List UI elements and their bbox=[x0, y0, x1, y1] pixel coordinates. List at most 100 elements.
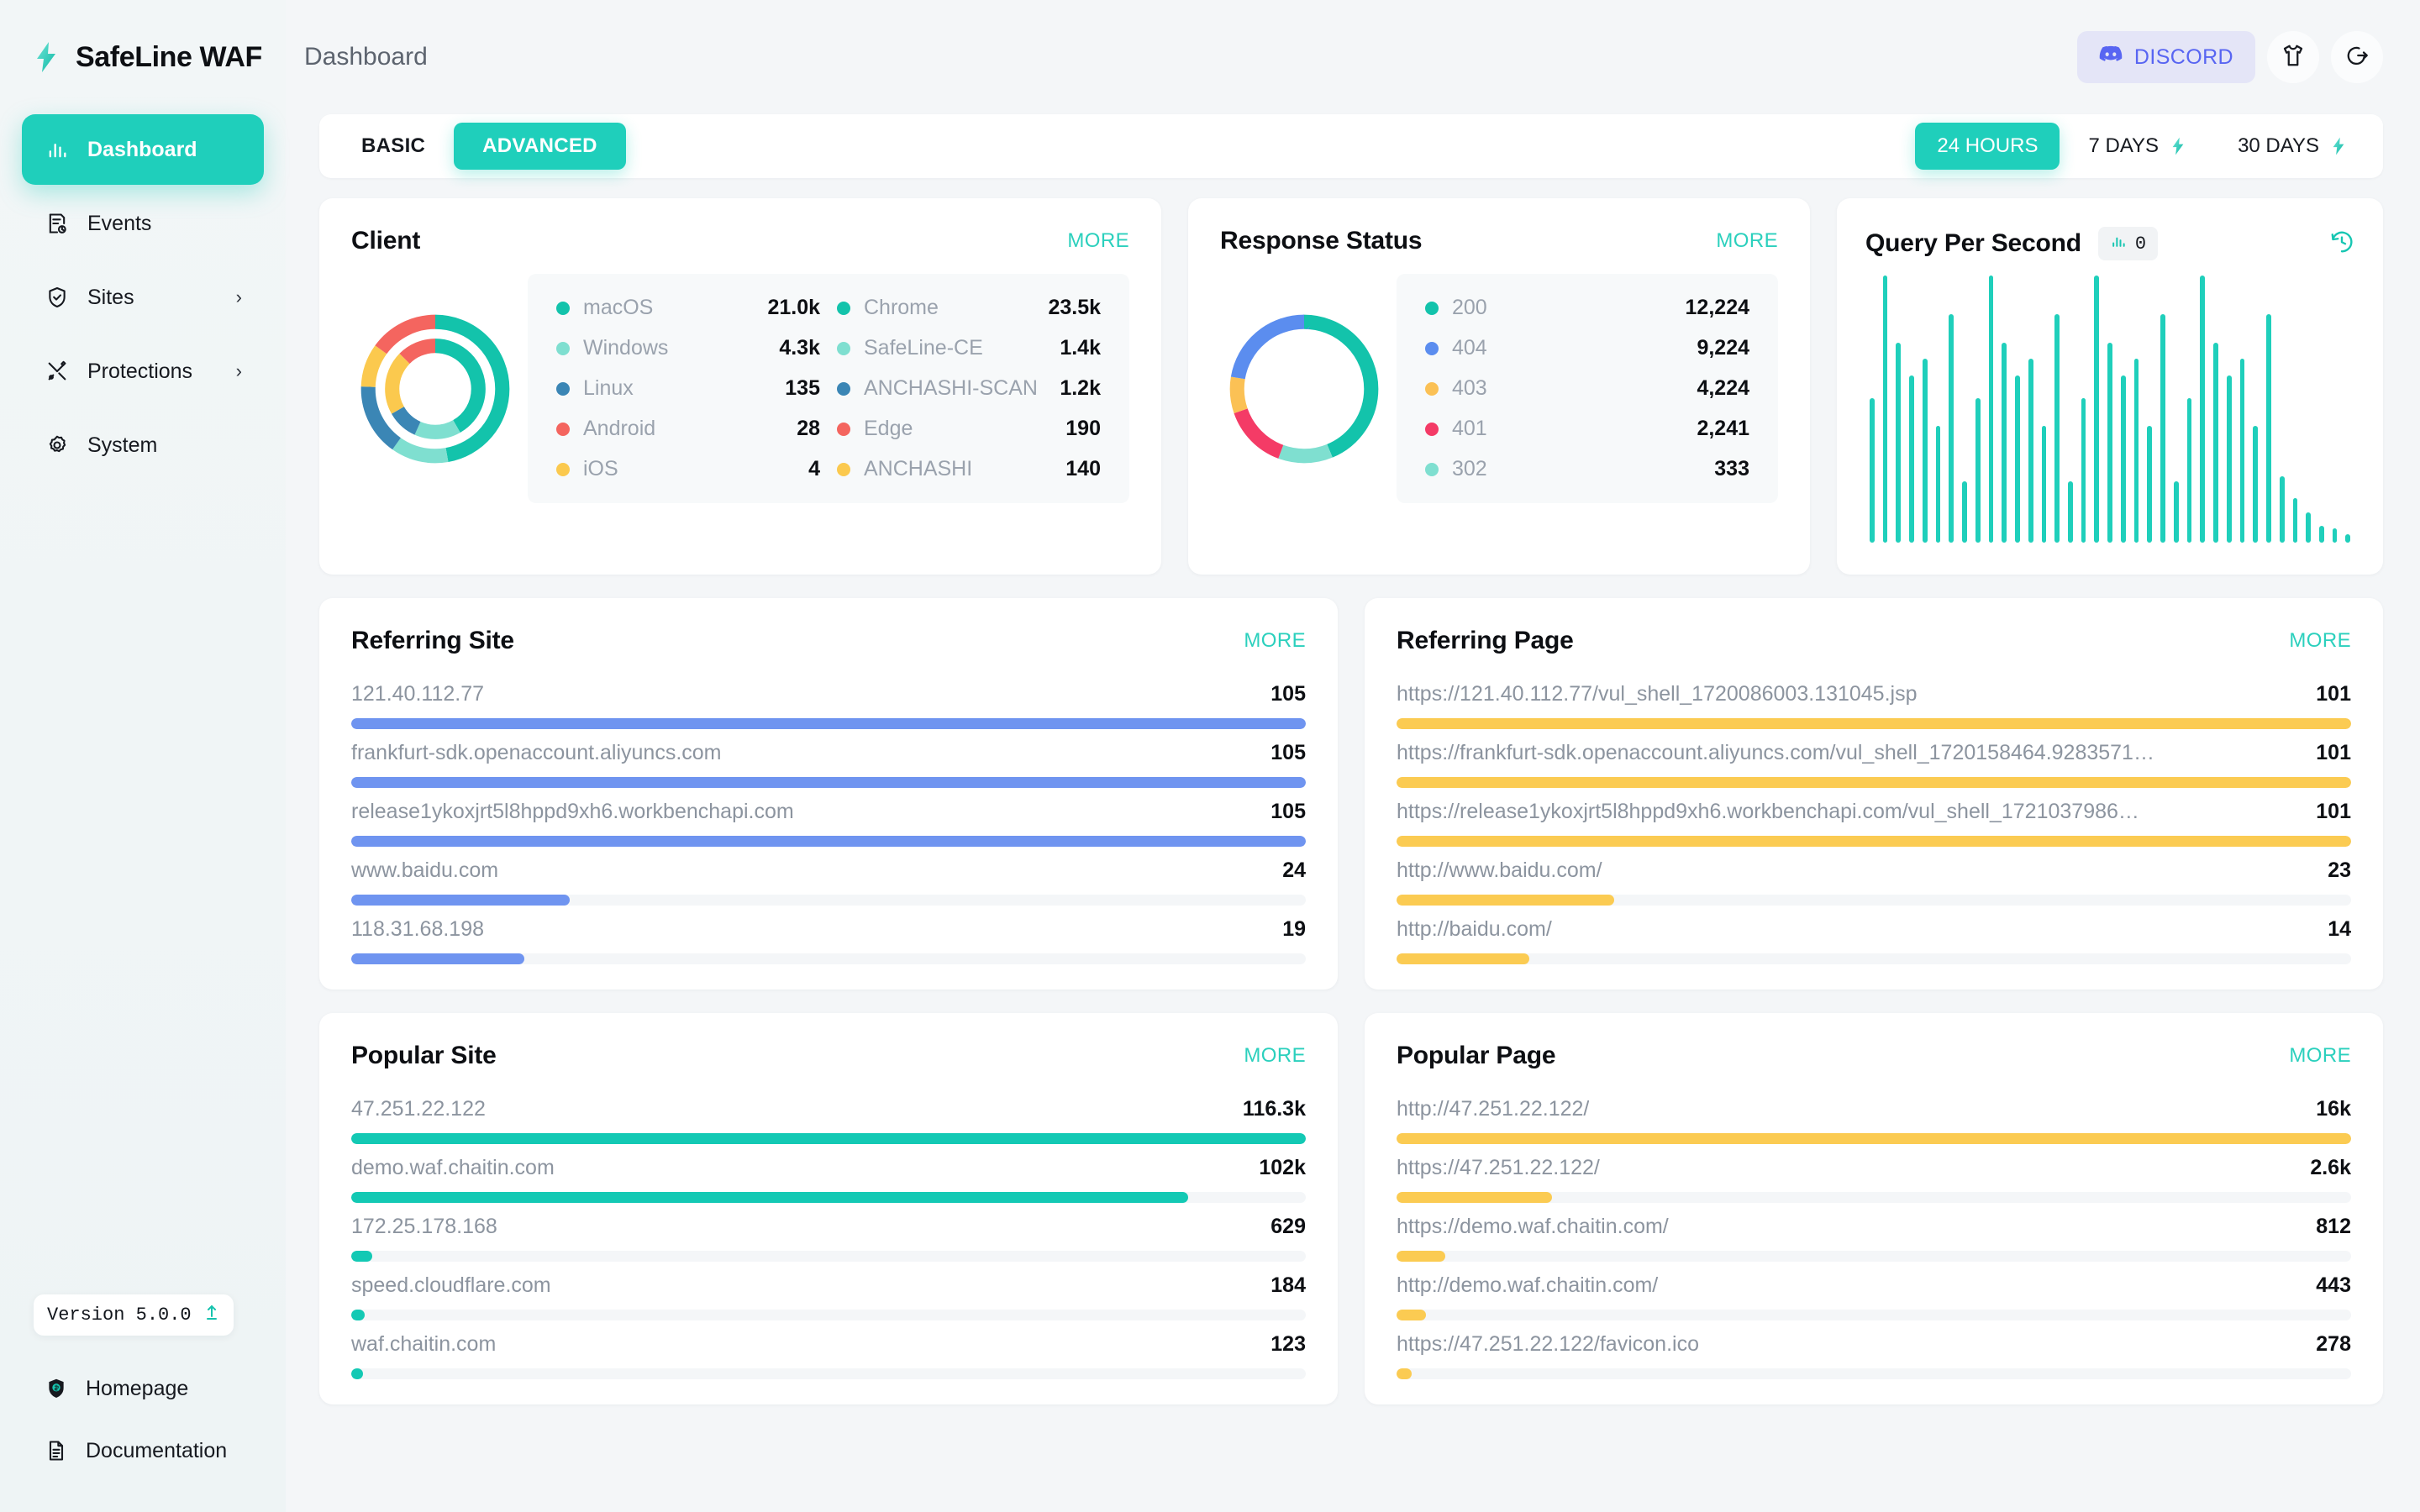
progress-track bbox=[1397, 1310, 2351, 1320]
more-link[interactable]: MORE bbox=[1244, 1044, 1306, 1067]
list-item[interactable]: 121.40.112.77 105 bbox=[351, 670, 1306, 729]
response-donut-chart bbox=[1220, 309, 1388, 469]
list-item[interactable]: https://47.251.22.122/2.6k bbox=[1397, 1144, 2351, 1203]
qps-bar bbox=[2094, 276, 2100, 543]
tshirt-icon bbox=[2281, 43, 2306, 72]
list-item[interactable]: http://baidu.com/14 bbox=[1397, 906, 2351, 964]
qps-bar bbox=[2107, 342, 2112, 543]
list-item[interactable]: 47.251.22.122 116.3k bbox=[351, 1085, 1306, 1144]
item-value: 101 bbox=[2316, 741, 2351, 764]
sidebar-item-label: Dashboard bbox=[87, 137, 197, 161]
tab-basic[interactable]: BASIC bbox=[361, 134, 426, 157]
item-label: http://demo.waf.chaitin.com/ bbox=[1397, 1273, 1659, 1297]
item-label: speed.cloudflare.com bbox=[351, 1273, 551, 1297]
referring-site-card: Referring Site MORE 121.40.112.77 105 fra… bbox=[319, 598, 1338, 990]
sidebar-item-protections[interactable]: Protections › bbox=[22, 336, 264, 407]
legend-item[interactable]: 302 333 bbox=[1425, 457, 1749, 481]
list-item[interactable]: http://47.251.22.122/16k bbox=[1397, 1085, 2351, 1144]
legend-item[interactable]: 403 4,224 bbox=[1425, 376, 1749, 401]
upgrade-arrow-icon[interactable] bbox=[203, 1303, 220, 1327]
legend-item[interactable]: 401 2,241 bbox=[1425, 417, 1749, 441]
list-item[interactable]: http://demo.waf.chaitin.com/443 bbox=[1397, 1262, 2351, 1320]
list-item[interactable]: https://frankfurt-sdk.openaccount.aliyun… bbox=[1397, 729, 2351, 788]
item-label: release1ykoxjrt5l8hppd9xh6.workbenchapi.… bbox=[351, 800, 794, 823]
range-24-hours[interactable]: 24 HOURS bbox=[1915, 123, 2060, 170]
list-item[interactable]: https://121.40.112.77/vul_shell_17200860… bbox=[1397, 670, 2351, 729]
legend-item[interactable]: Windows 4.3k bbox=[556, 336, 820, 360]
legend-item[interactable]: iOS 4 bbox=[556, 457, 820, 481]
legend-item[interactable]: SafeLine-CE 1.4k bbox=[837, 336, 1101, 360]
list-item[interactable]: https://release1ykoxjrt5l8hppd9xh6.workb… bbox=[1397, 788, 2351, 847]
item-value: 102k bbox=[1259, 1156, 1306, 1179]
footer-link-documentation[interactable]: Documentation bbox=[22, 1423, 264, 1478]
row-referring: Referring Site MORE 121.40.112.77 105 fra… bbox=[319, 598, 2383, 990]
progress-track bbox=[351, 895, 1306, 906]
item-value: 101 bbox=[2316, 682, 2351, 706]
legend-dot bbox=[1425, 381, 1439, 396]
sidebar-item-label: System bbox=[87, 433, 158, 457]
progress-fill bbox=[1397, 1368, 1413, 1379]
tab-advanced[interactable]: ADVANCED bbox=[454, 123, 626, 170]
chevron-right-icon: › bbox=[235, 360, 242, 381]
list-item[interactable]: release1ykoxjrt5l8hppd9xh6.workbenchapi.… bbox=[351, 788, 1306, 847]
qps-bar bbox=[1896, 342, 1902, 543]
list-item[interactable]: waf.chaitin.com 123 bbox=[351, 1320, 1306, 1379]
list-item[interactable]: frankfurt-sdk.openaccount.aliyuncs.com 10… bbox=[351, 729, 1306, 788]
more-link[interactable]: MORE bbox=[1067, 229, 1129, 252]
more-link[interactable]: MORE bbox=[1716, 229, 1778, 252]
legend-item[interactable]: Linux 135 bbox=[556, 376, 820, 401]
range-30-days[interactable]: 30 DAYS bbox=[2216, 123, 2370, 170]
brand[interactable]: SafeLine WAF bbox=[0, 0, 286, 114]
legend-item[interactable]: 200 12,224 bbox=[1425, 296, 1749, 320]
topbar-actions: DISCORD bbox=[2076, 31, 2383, 83]
item-value: 116.3k bbox=[1242, 1097, 1306, 1121]
discord-button[interactable]: DISCORD bbox=[2076, 31, 2255, 83]
list-item[interactable]: 172.25.178.168 629 bbox=[351, 1203, 1306, 1262]
legend-item[interactable]: Chrome 23.5k bbox=[837, 296, 1101, 320]
progress-fill bbox=[1397, 1251, 1445, 1262]
legend-item[interactable]: ANCHASHI-SCAN 1.2k bbox=[837, 376, 1101, 401]
sidebar-item-system[interactable]: System bbox=[22, 410, 264, 480]
legend-item[interactable]: ANCHASHI 140 bbox=[837, 457, 1101, 481]
version-label: Version 5.0.0 bbox=[47, 1305, 192, 1326]
more-link[interactable]: MORE bbox=[2289, 629, 2351, 652]
client-chart-body: macOS 21.0k Windows 4.3k Linux bbox=[351, 274, 1129, 503]
list-item[interactable]: 118.31.68.198 19 bbox=[351, 906, 1306, 964]
legend-dot bbox=[1425, 301, 1439, 315]
legend-item[interactable]: Edge 190 bbox=[837, 417, 1101, 441]
legend-item[interactable]: 404 9,224 bbox=[1425, 336, 1749, 360]
progress-track bbox=[351, 718, 1306, 729]
legend-label: Windows bbox=[583, 336, 669, 360]
logout-button[interactable] bbox=[2331, 31, 2383, 83]
legend-label: 200 bbox=[1452, 296, 1487, 319]
sidebar-item-label: Sites bbox=[87, 285, 134, 309]
legend-value: 28 bbox=[797, 417, 820, 440]
discord-label: DISCORD bbox=[2133, 45, 2233, 69]
legend-item[interactable]: macOS 21.0k bbox=[556, 296, 820, 320]
more-link[interactable]: MORE bbox=[2289, 1044, 2351, 1067]
qps-bar bbox=[2133, 359, 2139, 543]
legend-item[interactable]: Android 28 bbox=[556, 417, 820, 441]
tshirt-button[interactable] bbox=[2267, 31, 2319, 83]
sidebar-item-sites[interactable]: Sites › bbox=[22, 262, 264, 333]
list-item[interactable]: speed.cloudflare.com 184 bbox=[351, 1262, 1306, 1320]
card-title: Referring Site bbox=[351, 627, 514, 654]
range-7-days[interactable]: 7 DAYS bbox=[2066, 123, 2209, 170]
item-value: 278 bbox=[2316, 1332, 2351, 1356]
history-clock-icon[interactable] bbox=[2329, 229, 2354, 259]
list-item[interactable]: https://demo.waf.chaitin.com/812 bbox=[1397, 1203, 2351, 1262]
list-item[interactable]: https://47.251.22.122/favicon.ico 278 bbox=[1397, 1320, 2351, 1379]
list-item[interactable]: demo.waf.chaitin.com 102k bbox=[351, 1144, 1306, 1203]
list-item[interactable]: www.baidu.com 24 bbox=[351, 847, 1306, 906]
client-legend: macOS 21.0k Windows 4.3k Linux bbox=[528, 274, 1129, 503]
sidebar-item-dashboard[interactable]: Dashboard bbox=[22, 114, 264, 185]
list-item[interactable]: http://www.baidu.com/23 bbox=[1397, 847, 2351, 906]
bar-chart-icon bbox=[44, 136, 71, 163]
qps-bar bbox=[1909, 375, 1914, 543]
more-link[interactable]: MORE bbox=[1244, 629, 1306, 652]
footer-link-homepage[interactable]: Homepage bbox=[22, 1361, 264, 1416]
legend-dot bbox=[1425, 462, 1439, 476]
sidebar-item-events[interactable]: Events bbox=[22, 188, 264, 259]
version-badge[interactable]: Version 5.0.0 bbox=[34, 1294, 234, 1336]
item-value: 19 bbox=[1282, 917, 1306, 941]
